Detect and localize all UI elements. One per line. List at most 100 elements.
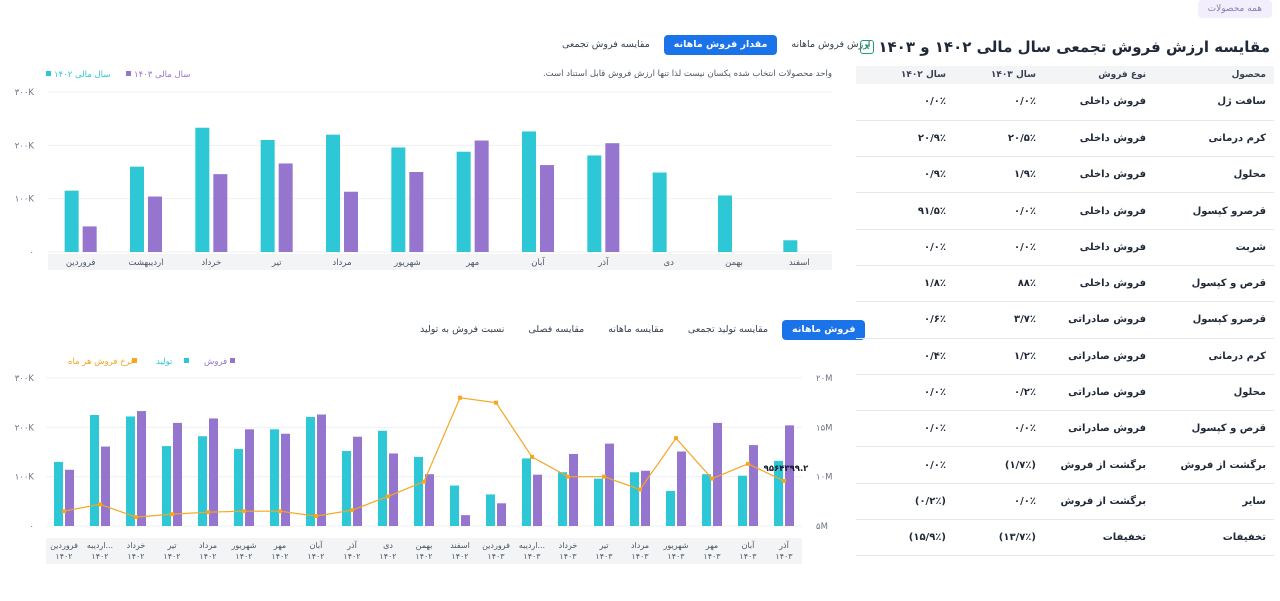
rate-point (746, 461, 750, 466)
bar-1403 (148, 196, 162, 252)
x-tick-year: ۱۴۰۲ (199, 552, 216, 561)
table-cell: محلول (1154, 374, 1274, 412)
x-tick-month: اردیبه... (87, 541, 113, 550)
bar-production (54, 461, 63, 526)
rate-point (782, 478, 786, 483)
table-cell: فروش داخلی (1044, 229, 1154, 266)
y-left-tick-label: ۱۰۰K (15, 473, 35, 483)
x-tick-year: ۱۴۰۳ (595, 552, 613, 561)
table-cell: ۰/۰٪ (954, 84, 1044, 121)
x-tick-year: ۱۴۰۲ (415, 552, 432, 561)
x-tick-label: اسفند (789, 258, 810, 268)
tab-tabs_bottom-0[interactable]: فروش ماهانه (782, 320, 866, 340)
table-cell: ۰/۰٪ (954, 410, 1044, 448)
x-tick-month: فروردین (50, 541, 78, 550)
x-tick-label: اردیبهشت (128, 258, 163, 268)
bar-sales (137, 411, 146, 526)
x-tick-year: ۱۴۰۲ (451, 552, 468, 561)
product-table: محصول نوع فروش سال ۱۴۰۳ سال ۱۴۰۲ سافت ژل فرو… (856, 66, 1274, 557)
rate-line (63, 397, 785, 518)
table-cell: (۱۵/۹٪) (856, 519, 954, 557)
rate-point (242, 509, 246, 514)
x-tick-month: اردیبه... (519, 541, 545, 550)
bar-production (666, 490, 675, 526)
x-tick-month: اسفند (450, 541, 470, 550)
tab-tabs_top-2[interactable]: مقایسه فروش تجمعی (562, 39, 650, 50)
rate-point (710, 476, 714, 481)
bar-production (198, 436, 207, 526)
bar-sales (101, 446, 110, 526)
table-cell: ۰/۰٪ (954, 192, 1044, 230)
bar-1403 (474, 140, 489, 252)
bar-production (594, 478, 603, 526)
y-tick-label: ۲۰۰K (15, 141, 35, 151)
rate-point (674, 436, 678, 441)
bar-1402 (326, 134, 340, 252)
column-header: سال ۱۴۰۲ (856, 66, 954, 84)
rate-point (98, 502, 102, 507)
tab-tabs_top-0[interactable]: ارزش فروش ماهانه (791, 39, 871, 50)
bar-1402 (718, 195, 732, 252)
table-cell: ۱/۹٪ (954, 156, 1044, 194)
x-tick-month: فروردین (482, 541, 510, 550)
table-row: کرم درمانی فروش داخلی ۲۰/۵٪ ۲۰/۹٪ (856, 120, 1274, 158)
x-tick-label: خرداد (201, 258, 221, 268)
table-cell: فروش داخلی (1044, 156, 1154, 194)
table-row: قرص و کپسول فروش داخلی ۸۸٪ ۱/۸٪ (856, 265, 1274, 303)
table-cell: (۱/۷٪) (954, 446, 1044, 484)
rate-point (566, 474, 570, 479)
bar-1402 (522, 131, 536, 252)
x-tick-year: ۱۴۰۳ (523, 552, 541, 561)
x-tick-label: آبان (531, 256, 545, 268)
rate-point (278, 509, 282, 514)
x-tick-month: خرداد (127, 541, 146, 550)
rate-point (458, 395, 462, 400)
table-cell: ۰/۰٪ (856, 446, 954, 484)
y-tick-label: ۳۰۰K (15, 88, 35, 98)
x-tick-label: مهر (465, 258, 479, 268)
bar-1403 (540, 165, 554, 252)
y-right-tick-label: ۵M (816, 522, 828, 532)
table-row: قرصرو کپسول فروش داخلی ۰/۰٪ ۹۱/۵٪ (856, 192, 1274, 230)
bar-1403 (82, 226, 97, 252)
table-cell: ۰/۰٪ (856, 374, 954, 412)
x-tick-year: ۱۴۰۲ (55, 552, 72, 561)
x-tick-month: تیر (598, 541, 608, 550)
x-tick-label: تیر (271, 258, 282, 268)
bar-production (486, 494, 495, 526)
rate-point (530, 454, 534, 459)
x-axis-band (48, 254, 832, 270)
bar-1402 (783, 240, 798, 252)
bar-sales (425, 474, 434, 526)
table-row: کرم درمانی فروش صادراتی ۱/۲٪ ۰/۴٪ (856, 338, 1274, 375)
bar-production (378, 430, 387, 526)
bar-1403 (409, 172, 424, 252)
table-row: برگشت از فروش برگشت از فروش (۱/۷٪) ۰/۰٪ (856, 446, 1274, 484)
table-cell: ۰/۴٪ (856, 338, 954, 375)
bar-sales (569, 453, 578, 526)
tab-tabs_bottom-2[interactable]: مقایسه ماهانه (608, 324, 664, 335)
x-tick-month: آبان (310, 540, 324, 550)
excel-icon[interactable]: x (860, 40, 874, 54)
bar-1402 (652, 172, 667, 252)
tab-tabs_bottom-4[interactable]: نسبت فروش به تولید (420, 324, 505, 335)
x-tick-month: شهریور (662, 541, 688, 550)
y-tick-label: ۱۰۰K (15, 195, 35, 205)
table-row: سایر برگشت از فروش ۰/۰٪ (۰/۲٪) (856, 483, 1274, 521)
tab-tabs_bottom-3[interactable]: مقایسه فصلی (528, 324, 585, 335)
x-tick-year: ۱۴۰۲ (91, 552, 108, 561)
table-row: قرص و کپسول فروش صادراتی ۰/۰٪ ۰/۰٪ (856, 410, 1274, 448)
tab-tabs_bottom-1[interactable]: مقایسه تولید تجمعی (687, 324, 769, 335)
bar-1403 (213, 174, 228, 252)
bar-1402 (64, 190, 79, 252)
x-tick-label: بهمن (725, 258, 743, 268)
all-products-chip[interactable]: همه محصولات (1197, 0, 1272, 18)
bar-sales (641, 470, 650, 526)
table-cell: ۰/۰٪ (856, 410, 954, 448)
tab-tabs_top-1[interactable]: مقدار فروش ماهانه (663, 35, 778, 55)
bar-sales (209, 418, 218, 526)
y-right-tick-label: ۲۰M (816, 374, 832, 384)
table-cell: ۲۰/۵٪ (954, 120, 1044, 158)
x-tick-month: مهر (273, 541, 286, 550)
rate-point (170, 512, 174, 517)
